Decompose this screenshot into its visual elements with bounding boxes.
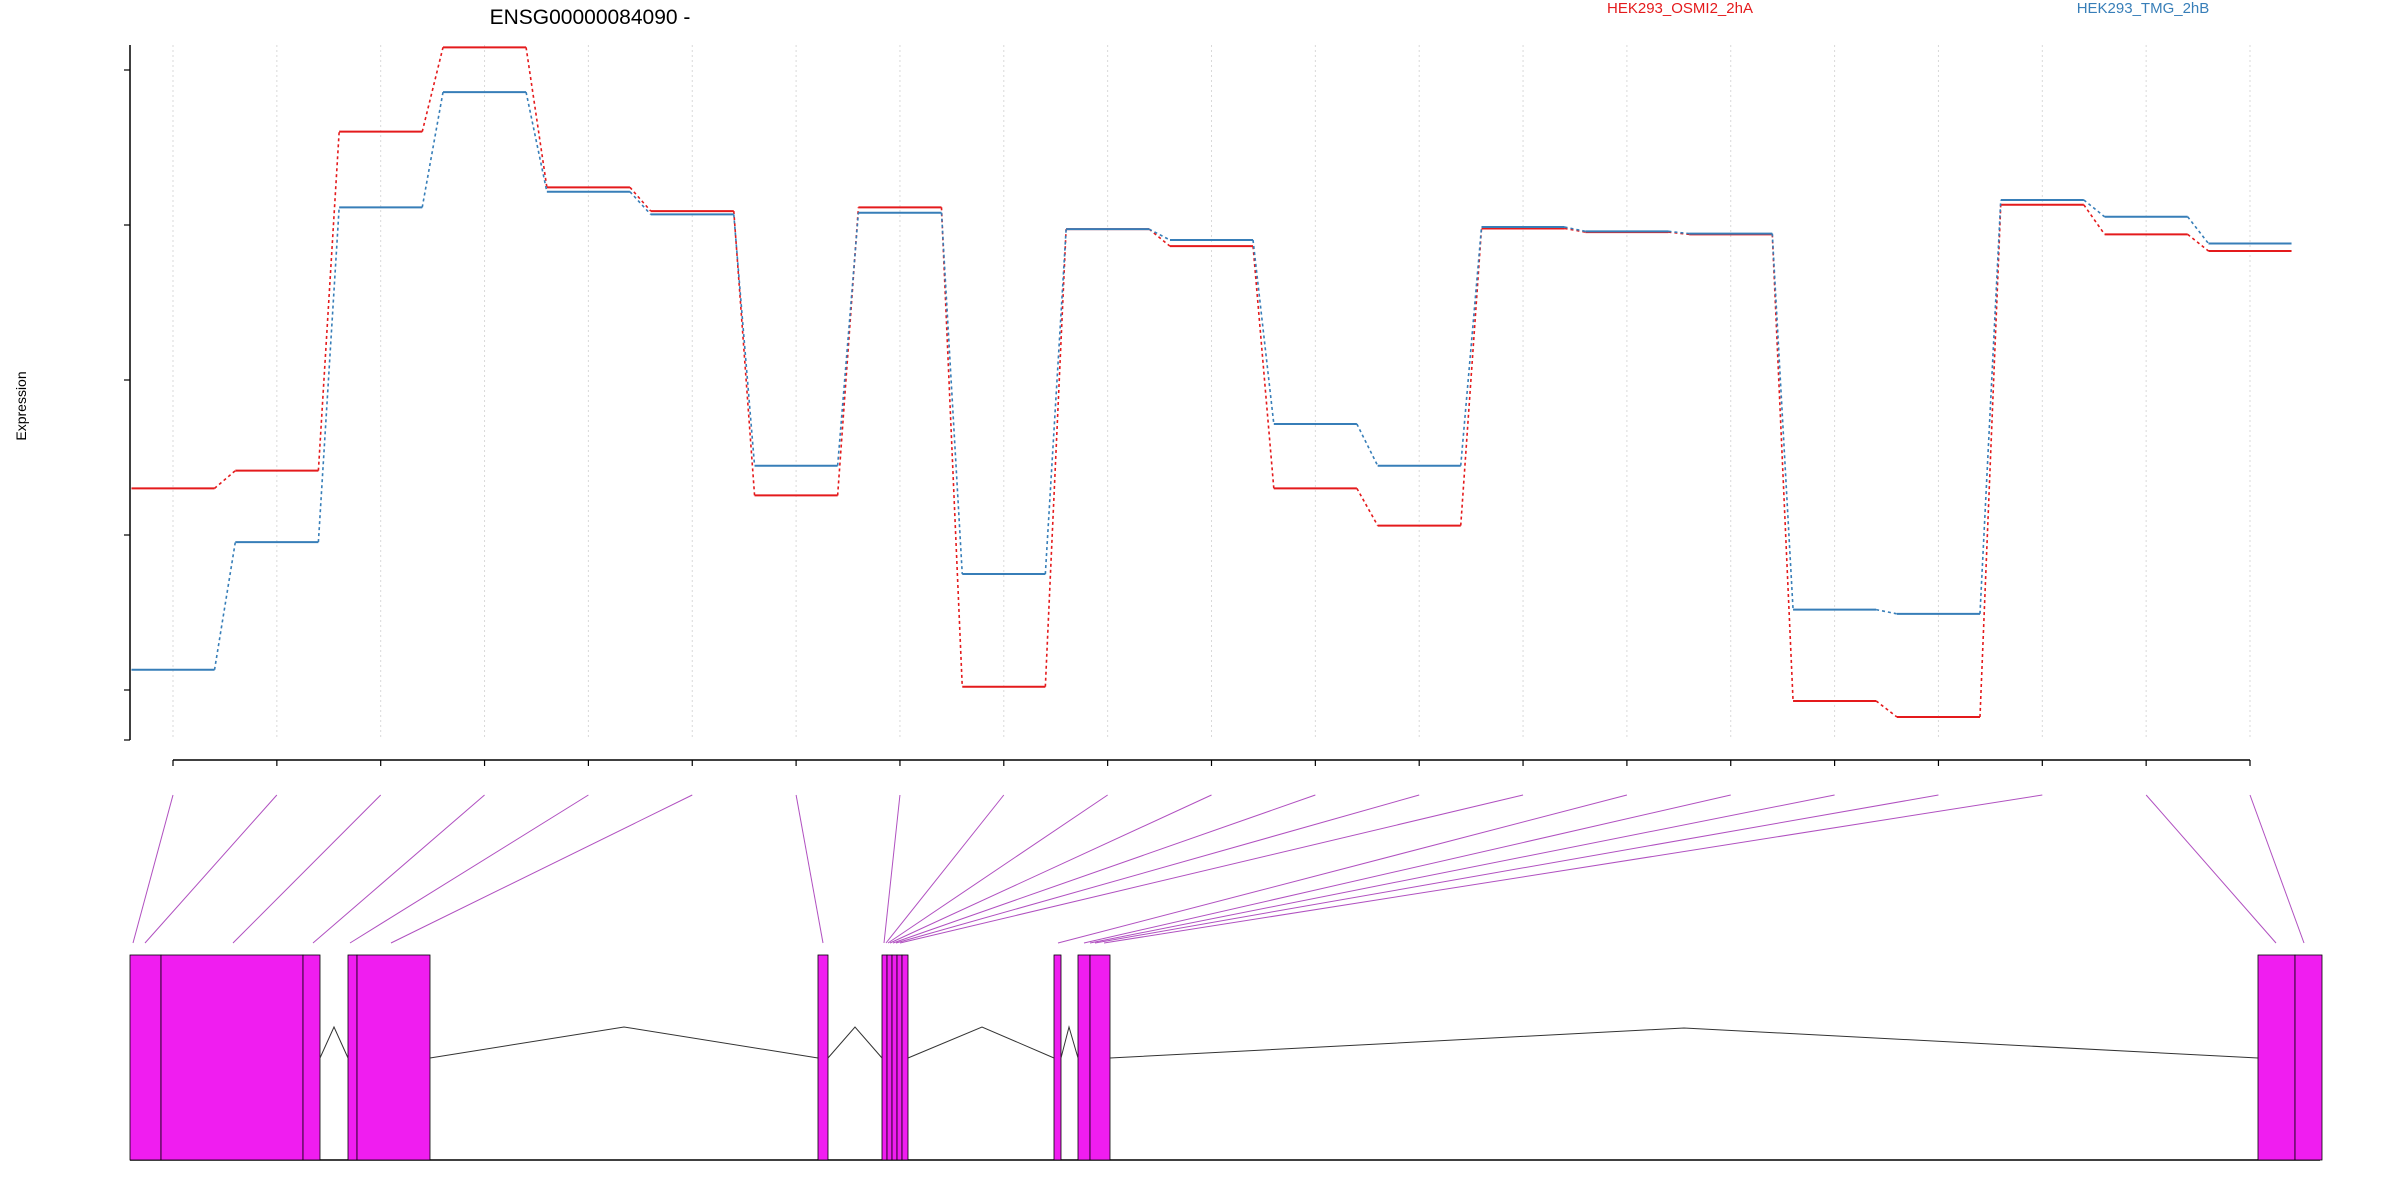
intron-line-2 [827,1026,883,1059]
series-tmg-connector-e017 [1875,608,1898,615]
connector-layer [132,794,2305,944]
series-osmi2-connector-e006 [732,211,756,496]
series-osmi2-connector-e010 [1148,228,1171,247]
series-osmi2-connector-e016 [1771,234,1794,701]
exon-block-6 [881,954,888,1161]
series-tmg-connector-e011 [1252,239,1275,425]
intron-line-3 [907,1026,1055,1059]
chart-title: ENSG00000084090 - [490,6,691,29]
series-tmg-connector-e015 [1668,230,1690,235]
intron-line-5 [1109,1027,2259,1059]
exon-block-1 [160,954,304,1161]
series-tmg-connector-e006 [732,214,756,466]
series-osmi2-connector-e020 [2187,233,2209,252]
series-osmi2-connector-e014 [1564,227,1586,233]
series-tmg-connector-e013 [1459,226,1483,466]
exon-block-13 [1089,954,1111,1161]
exon-connector-e014 [899,794,1524,944]
series-osmi2-connector-e003 [421,47,444,132]
exon-block-10 [901,954,909,1161]
intron-line-4 [1060,1025,1079,1059]
intron-line-0 [319,1025,349,1059]
exon-connector-e012 [892,794,1316,944]
grid-layer [172,45,2251,740]
series-tmg-connector-e019 [2083,199,2106,218]
series-osmi2-connector-e001 [214,470,236,489]
exon-block-11 [1053,954,1062,1161]
exon-connector-e002 [144,794,278,944]
series-osmi2-connector-e004 [525,47,548,188]
exon-block-14 [2257,954,2296,1161]
intron-line-1 [429,1026,819,1059]
series-osmi2-connector-e005 [629,186,652,212]
exon-connector-e005 [349,794,589,944]
exon-connector-e009 [885,794,1005,944]
axis-layer [124,45,2251,766]
exon-block-15 [2294,954,2323,1161]
exon-connector-e004 [312,794,485,944]
series-tmg-connector-e004 [525,91,548,192]
series-tmg-connector-e009 [1044,229,1067,575]
series-tmg-connector-e020 [2187,216,2210,244]
exon-block-9 [896,954,903,1161]
series-osmi2-connector-e009 [1044,229,1067,687]
exon-block-7 [886,954,893,1161]
exon-connector-e001 [132,794,174,944]
exon-connector-e015 [1057,794,1628,944]
series-tmg-connector-e018 [1979,199,2002,614]
exon-connector-e008 [883,794,901,944]
exon-block-2 [302,954,321,1161]
series-tmg-connector-e008 [940,212,964,575]
exon-connector-e010 [887,794,1108,944]
series-layer [131,46,2292,718]
series-tmg-connector-e016 [1771,233,1794,610]
series-osmi2-connector-e011 [1252,246,1275,489]
legend-osmi2: HEK293_OSMI2_2hA [1607,0,1753,17]
series-osmi2-connector-e013 [1459,228,1483,526]
series-tmg-connector-e005 [629,191,652,215]
exon-block-0 [129,954,162,1161]
exon-block-12 [1077,954,1091,1161]
exon-connector-e021 [2249,794,2305,944]
series-tmg-connector-e003 [421,91,444,208]
legend-tmg: HEK293_TMG_2hB [2077,0,2210,17]
series-osmi2-connector-e017 [1875,700,1898,718]
series-tmg-connector-e002 [317,207,340,543]
series-osmi2-connector-e018 [1979,204,2002,717]
exon-block-8 [891,954,898,1161]
series-osmi2-connector-e019 [2083,204,2106,235]
exon-connector-e003 [232,794,382,944]
series-osmi2-connector-e008 [940,207,964,687]
exon-connector-e020 [2145,794,2277,944]
series-osmi2-connector-e015 [1668,231,1690,236]
series-tmg-connector-e014 [1564,226,1586,233]
series-tmg-connector-e001 [213,541,237,670]
series-tmg-connector-e012 [1356,423,1379,467]
exon-connector-e011 [889,794,1212,944]
exon-block-3 [347,954,358,1161]
exon-connector-e013 [895,794,1420,944]
exon-connector-e006 [390,794,693,944]
exon-connector-e019 [1103,794,2043,944]
series-osmi2-connector-e007 [836,207,860,496]
series-tmg-connector-e010 [1148,228,1171,241]
exon-connector-e018 [1094,794,1939,944]
series-osmi2-connector-e002 [317,131,340,471]
gene-model [129,954,2323,1161]
exon-connector-e017 [1089,794,1835,944]
series-tmg-connector-e007 [836,212,860,466]
exon-connector-e016 [1083,794,1731,944]
exon-block-4 [356,954,431,1161]
series-osmi2-connector-e012 [1356,487,1379,526]
exon-block-5 [817,954,829,1161]
exon-connector-e007 [795,794,824,944]
y-axis-label: Expression [13,371,29,440]
